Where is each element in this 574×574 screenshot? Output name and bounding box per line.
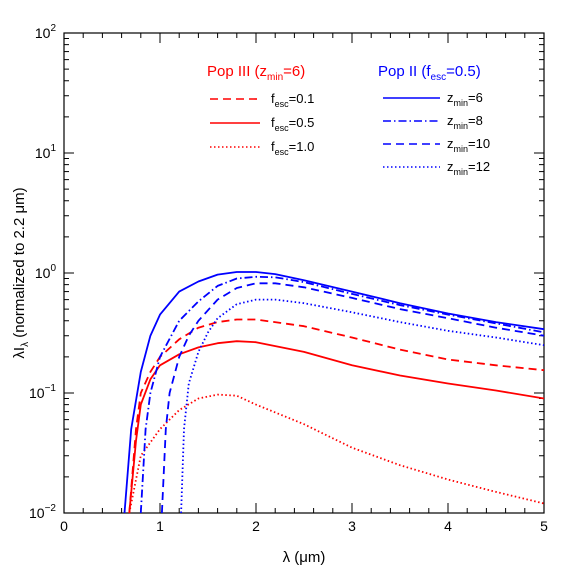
legend-entry-label: zmin=6 <box>447 90 483 108</box>
legend-entry-label: fesc=0.1 <box>271 91 314 109</box>
x-tick-label: 5 <box>540 518 548 534</box>
legend-entry-label: fesc=1.0 <box>271 139 314 157</box>
x-tick-label: 0 <box>60 518 68 534</box>
legend-entry-label: zmin=12 <box>447 159 490 177</box>
axis-ticks: 0 1 2 3 4 5 10−2 10−1 100 101 102 <box>29 23 548 534</box>
x-axis-label: λ (μm) <box>283 549 326 566</box>
legend: Pop III (zmin=6) fesc=0.1 fesc=0.5 fesc=1.0… <box>207 63 490 177</box>
x-tick-label: 4 <box>444 518 452 534</box>
series-line <box>128 393 545 514</box>
series-line <box>180 298 545 514</box>
x-tick-label: 2 <box>252 518 260 534</box>
y-tick-label: 10−1 <box>29 383 56 401</box>
legend-entry-label: fesc=0.5 <box>271 115 314 133</box>
y-axis-label-group: λIλ (normalized to 2.2 μm) <box>11 187 31 358</box>
y-axis-label-rest: (normalized to 2.2 μm) <box>11 187 28 342</box>
legend-group-header: Pop II (fesc=0.5) <box>378 63 481 83</box>
y-tick-label: 10−2 <box>29 503 56 521</box>
y-axis-label-sub: λ <box>20 342 31 347</box>
y-axis-label-main: λI <box>11 347 28 359</box>
y-tick-label: 100 <box>35 263 57 281</box>
series-line <box>161 282 545 514</box>
y-tick-label: 102 <box>35 23 57 41</box>
series-line <box>139 275 545 514</box>
legend-group-header: Pop III (zmin=6) <box>207 63 305 83</box>
y-tick-label: 101 <box>35 143 57 161</box>
x-tick-label: 3 <box>348 518 356 534</box>
legend-entry-label: zmin=8 <box>447 113 483 131</box>
legend-entry-label: zmin=10 <box>447 136 490 154</box>
y-axis-label: λIλ (normalized to 2.2 μm) <box>11 187 31 358</box>
x-tick-label: 1 <box>156 518 164 534</box>
series-line <box>123 271 545 514</box>
series-line <box>128 318 545 514</box>
series-layer <box>123 271 545 514</box>
series-line <box>128 340 545 514</box>
